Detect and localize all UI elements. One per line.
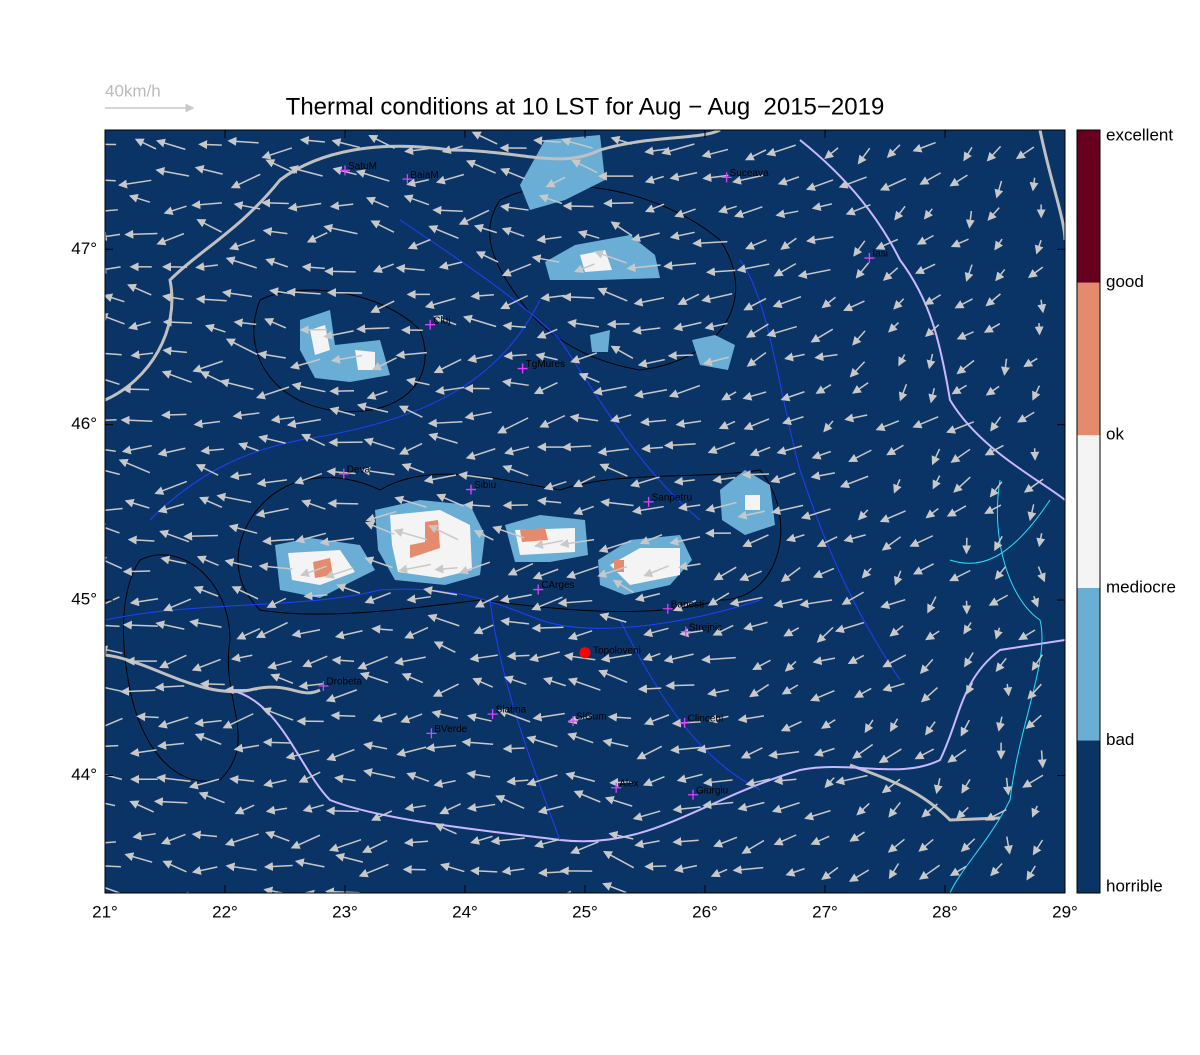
city-label: Cluj [433,315,450,326]
wind-arrow [501,900,528,909]
wind-arrow [327,811,358,812]
x-tick-label: 27° [812,902,838,921]
colorbar-band [1077,130,1100,283]
wind-arrow [668,893,699,901]
city-label: Iasi [872,249,888,260]
city-label: BVerde [434,724,467,735]
wind-arrow [605,203,634,204]
wind-arrow [508,655,529,656]
x-tick-label: 22° [212,902,238,921]
wind-arrow [235,900,259,901]
city-label: Alex [619,778,638,789]
city-label: Giurgiu [696,785,728,796]
city-label: Clinceni [688,714,724,725]
map [82,130,1065,913]
wind-arrow [775,898,800,907]
wind-arrow [504,505,528,506]
wind-arrow [667,685,694,686]
x-tick-label: 21° [92,902,118,921]
city-label: Slatina [496,705,527,716]
city-label: Drobeta [326,677,362,688]
city-label: Banesti [671,599,704,610]
wind-arrow [669,355,693,356]
wind-arrow [332,715,355,716]
colorbar-label: excellent [1106,125,1173,144]
colorbar-band [1077,283,1100,436]
wind-arrow [1030,898,1039,909]
city-label: SlGum [576,712,607,723]
wind-arrow [646,866,666,867]
colorbar-band [1077,588,1100,741]
site-marker [580,647,591,658]
colorbar-label: bad [1106,730,1134,749]
wind-arrow [914,895,932,902]
x-tick-label: 25° [572,902,598,921]
wind-arrow [125,896,150,907]
y-tick-label: 46° [71,414,97,433]
x-tick-label: 23° [332,902,358,921]
city-label: Suceava [730,168,769,179]
y-tick-label: 44° [71,765,97,784]
wind-arrow [264,742,291,743]
colorbar-band [1077,740,1100,893]
colorbar-label: mediocre [1106,577,1176,596]
colorbar-label: ok [1106,425,1124,444]
wind-arrow [161,893,188,901]
colorbar-band [1077,435,1100,588]
wind-arrow [504,748,524,749]
wind-arrow [812,897,835,901]
wind-arrow [328,292,362,293]
y-tick-label: 47° [71,239,97,258]
x-tick-label: 24° [452,902,478,921]
city-label: Deva [347,464,371,475]
wind-arrow [999,893,1001,910]
wind-arrow [564,206,593,207]
wind-arrow [647,894,669,899]
city-label: BaiaM [410,170,438,181]
city-label: CArges [541,580,574,591]
wind-arrow [533,627,564,628]
wind-arrow [861,900,870,913]
city-label: Sanpetru [652,492,693,503]
y-tick-label: 45° [71,590,97,609]
wind-arrow [1039,323,1040,334]
colorbar: horrible bad mediocre ok good excellent [1077,125,1176,895]
wind-arrow [201,684,225,685]
wind-arrow [329,503,358,504]
wind-arrow [960,901,975,910]
site-label: Topoloveni [593,645,641,656]
wind-arrow [124,571,150,572]
wind-arrow [185,536,218,537]
wind-arrow [326,271,356,272]
wind-arrow [743,474,769,475]
city-label: Strejnic [689,622,722,633]
wind-arrow [738,899,765,904]
city-label: Sibiu [474,480,496,491]
wind-arrow [200,144,222,145]
city-label: SatuM [348,161,377,172]
wind-arrow [123,389,149,390]
x-tick-label: 28° [932,902,958,921]
wind-arrow [400,899,426,911]
wind-arrow [888,894,899,903]
colorbar-label: good [1106,272,1144,291]
x-tick-label: 26° [692,902,718,921]
title: Thermal conditions at 10 LST for Aug − A… [286,93,885,120]
wind-scale-label: 40km/h [105,81,161,100]
wind-arrow [190,898,218,899]
wind-arrow [98,746,118,747]
x-tick-label: 29° [1052,902,1078,921]
city-label: TgMures [526,359,565,370]
colorbar-label: horrible [1106,876,1163,895]
wind-arrow [263,203,289,204]
wind-arrow [163,414,187,415]
